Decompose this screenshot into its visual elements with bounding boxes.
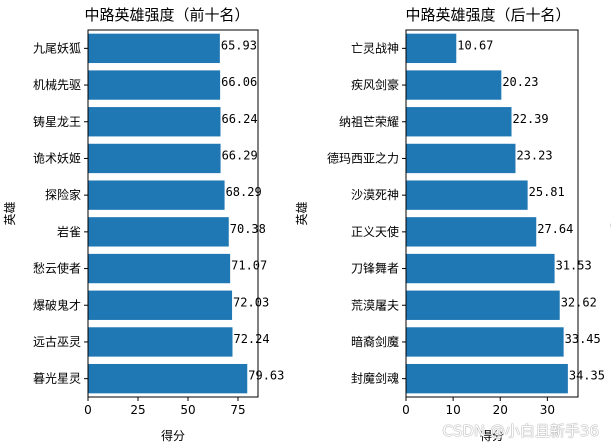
chart2-ytick-label-8: 荒漠屠夫 (351, 298, 399, 312)
chart2-value-label-7: 31.53 (556, 259, 592, 273)
chart1-bar-10 (88, 363, 248, 394)
chart1-ytick-label-8: 爆破鬼才 (33, 297, 81, 312)
chart1-bar-7 (88, 253, 231, 284)
chart2-ytick-label-2: 疾风剑豪 (351, 77, 399, 92)
chart2-title: 中路英雄强度（后十名） (405, 6, 570, 24)
chart1-value-label-2: 66.06 (221, 75, 257, 89)
chart2-bar-6 (406, 217, 537, 247)
chart1-ytick-label-2: 机械先驱 (33, 77, 81, 92)
chart2-xtick-label-4: 30 (540, 403, 555, 417)
chart2-xtick-label-1: 0 (402, 403, 410, 417)
chart1-ytick-label-9: 远古巫灵 (33, 334, 81, 349)
watermark: CSDN @小白且新手36 (442, 422, 599, 440)
chart1-ytick-label-1: 九尾妖狐 (33, 41, 81, 55)
chart2-value-label-10: 34.35 (569, 369, 605, 383)
chart2-xtick-label-3: 20 (493, 403, 508, 417)
chart1-bar-9 (88, 327, 233, 357)
chart1-ytick-label-7: 愁云使者 (33, 261, 81, 276)
chart2-value-label-4: 23.23 (516, 148, 552, 162)
chart2-x-axis-label: 得分 (480, 428, 504, 443)
chart1-bar-1 (88, 33, 220, 64)
chart1-y-axis-label: 英雄 (2, 201, 17, 225)
chart2-value-label-5: 25.81 (529, 185, 565, 199)
chart2-ytick-label-9: 暗裔剑魔 (351, 334, 399, 349)
chart1-ytick-label-5: 探险家 (45, 187, 81, 202)
chart2-y-axis-label: 英雄 (294, 201, 309, 225)
chart1-bar-5 (88, 180, 225, 210)
chart2-value-label-9: 33.45 (565, 332, 601, 346)
chart1-bar-8 (88, 290, 233, 320)
chart2-ytick-label-1: 亡灵战神 (351, 41, 399, 55)
chart1-bar-4 (88, 143, 221, 174)
chart2-xtick-label-2: 10 (445, 403, 460, 417)
chart2-bar-1 (406, 33, 457, 64)
chart2-ytick-label-10: 封魔剑魂 (351, 371, 399, 386)
chart2-bar-7 (406, 253, 555, 284)
chart2-ytick-label-3: 纳祖芒荣耀 (339, 114, 399, 129)
chart2-bar-2 (406, 70, 502, 100)
chart1-title: 中路英雄强度（前十名） (84, 6, 249, 24)
chart2-value-label-6: 27.64 (537, 222, 573, 236)
chart2-ytick-label-4: 德玛西亚之力 (327, 150, 399, 165)
chart2-bar-3 (406, 107, 512, 137)
chart1-xtick-label-3: 50 (180, 403, 195, 417)
chart2-bar-9 (406, 327, 564, 357)
chart1-bar-2 (88, 70, 221, 100)
chart2-ytick-label-7: 刀锋舞者 (351, 262, 399, 276)
chart1-xtick-label-4: 75 (230, 403, 245, 417)
chart1-value-label-3: 66.24 (221, 112, 257, 126)
chart2-bar-5 (406, 180, 528, 210)
chart1-x-axis-label: 得分 (161, 428, 185, 443)
chart1-xtick-label-2: 25 (130, 403, 145, 417)
chart1-value-label-8: 72.03 (233, 295, 269, 309)
edge-glyph: ( (610, 218, 611, 234)
chart1-value-label-4: 66.29 (222, 148, 258, 162)
chart2-ytick-label-6: 正义天使 (351, 224, 399, 239)
chart1-ytick-label-6: 岩雀 (57, 224, 81, 239)
chart2-value-label-3: 22.39 (513, 112, 549, 126)
chart1-value-label-6: 70.38 (230, 222, 266, 236)
chart1-axes-frame (87, 29, 259, 398)
chart2-bar-8 (406, 290, 560, 320)
chart1-ytick-label-4: 诡术妖姬 (33, 151, 81, 165)
chart1-ytick-label-10: 暮光星灵 (33, 372, 81, 386)
chart1-value-label-1: 65.93 (221, 38, 257, 52)
chart1-xtick-label-1: 0 (84, 403, 92, 417)
chart1-bar-3 (88, 107, 221, 137)
chart1-value-label-7: 71.07 (231, 259, 267, 273)
chart1-value-label-5: 68.29 (226, 185, 262, 199)
chart1-ytick-label-3: 铸星龙王 (33, 114, 81, 129)
chart2-ytick-label-5: 沙漠死神 (351, 188, 399, 202)
chart1-value-label-9: 72.24 (233, 332, 269, 346)
chart2-axes-frame (405, 29, 579, 398)
chart2-value-label-8: 32.62 (561, 295, 597, 309)
chart2-bar-4 (406, 143, 516, 174)
chart1-value-label-10: 79.63 (248, 369, 284, 383)
chart2-value-label-2: 20.23 (502, 75, 538, 89)
chart2-bar-10 (406, 363, 568, 394)
chart2-value-label-1: 10.67 (457, 38, 493, 52)
chart1-bar-6 (88, 217, 229, 247)
